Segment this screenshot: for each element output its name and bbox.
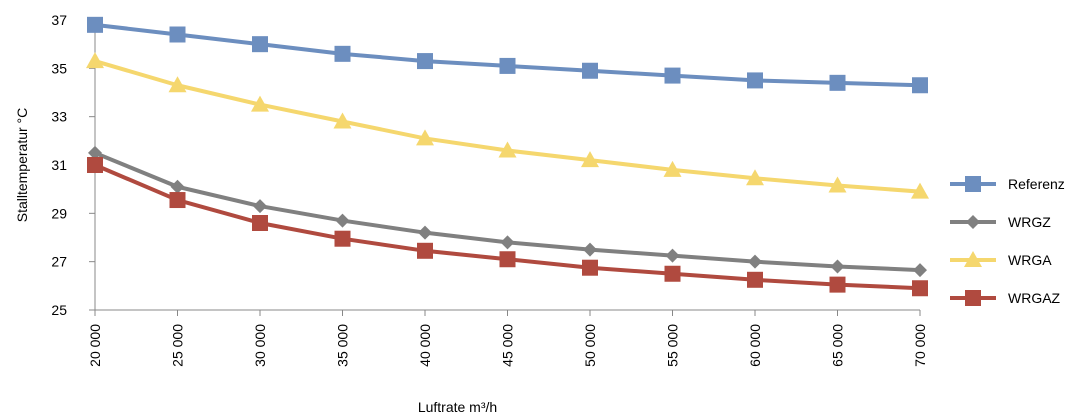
legend-item: WRGA [950,251,1052,268]
data-point [748,254,762,269]
data-point [747,72,763,89]
series-layer [86,16,929,297]
data-point [335,213,350,228]
data-point [581,151,599,168]
legend-label: WRGZ [1008,214,1051,230]
data-point [911,182,929,199]
data-point [334,45,351,62]
x-tick-label: 20 000 [87,324,103,367]
legend-label: Referenz [1008,176,1065,192]
data-point [665,248,680,263]
data-point [418,225,432,240]
data-point [582,62,598,79]
data-point [334,230,351,247]
legend-label: WRGA [1008,252,1052,268]
legend-item: WRGAZ [950,290,1061,306]
data-point [417,242,433,259]
data-point [499,57,516,74]
y-tick-label: 29 [51,205,67,221]
y-tick-label: 27 [51,254,67,270]
legend-marker [964,251,982,267]
data-point [913,263,927,278]
data-point [252,215,268,231]
data-point [663,160,682,177]
data-point [829,74,846,91]
data-point [829,276,846,293]
data-point [87,16,103,33]
data-point [86,52,104,69]
x-tick-label: 45 000 [500,324,516,367]
y-tick-label: 25 [51,302,67,318]
data-point [582,259,598,276]
data-point [251,95,269,112]
y-tick-label: 33 [51,109,67,125]
data-point [417,53,433,70]
data-point [664,265,681,282]
data-point [87,157,103,173]
data-point [416,129,434,146]
y-tick-label: 37 [51,12,67,28]
data-point [169,26,186,43]
x-tick-label: 25 000 [170,324,186,367]
x-tick-label: 40 000 [417,324,433,367]
data-point [747,271,763,288]
x-tick-label: 60 000 [747,324,763,367]
legend-label: WRGAZ [1008,290,1061,306]
chart-legend: Referenz WRGZ WRGA WRGAZ [950,176,1065,306]
x-axis-title: Luftrate m³/h [418,399,497,415]
data-point [664,67,681,84]
series-referenz [87,16,928,94]
series-line [94,22,921,88]
x-tick-label: 65 000 [830,324,846,367]
series-wrga [86,52,929,199]
legend-marker [965,176,981,192]
data-point [252,36,268,53]
data-point [170,179,185,194]
data-point [912,280,928,297]
y-axis-title: Stalltemperatur °C [14,108,30,223]
data-point [583,242,597,257]
y-tick-label: 35 [51,60,67,76]
data-point [500,235,515,250]
data-point [828,176,847,193]
data-point [253,199,267,214]
data-point [746,169,764,186]
x-tick-label: 55 000 [665,324,681,367]
data-point [912,77,928,94]
x-tick-label: 70 000 [912,324,928,367]
y-tick-label: 31 [51,157,67,173]
data-point [333,112,352,129]
series-wrgz [88,145,927,278]
legend-item: Referenz [950,176,1065,192]
legend-marker [965,290,981,306]
data-point [88,145,102,160]
legend-item: WRGZ [950,214,1051,230]
legend-marker [966,215,980,229]
data-point [499,251,516,268]
data-point [830,259,845,274]
x-tick-label: 30 000 [252,324,268,367]
data-point [169,192,186,209]
series-wrgaz [87,157,928,297]
x-tick-label: 35 000 [335,324,351,367]
data-point [498,141,517,158]
chart-axes: 25 27 29 31 33 35 37 20 000 25 000 30 000 35 000 40… [51,12,928,367]
x-tick-label: 50 000 [582,324,598,367]
data-point [168,76,187,93]
